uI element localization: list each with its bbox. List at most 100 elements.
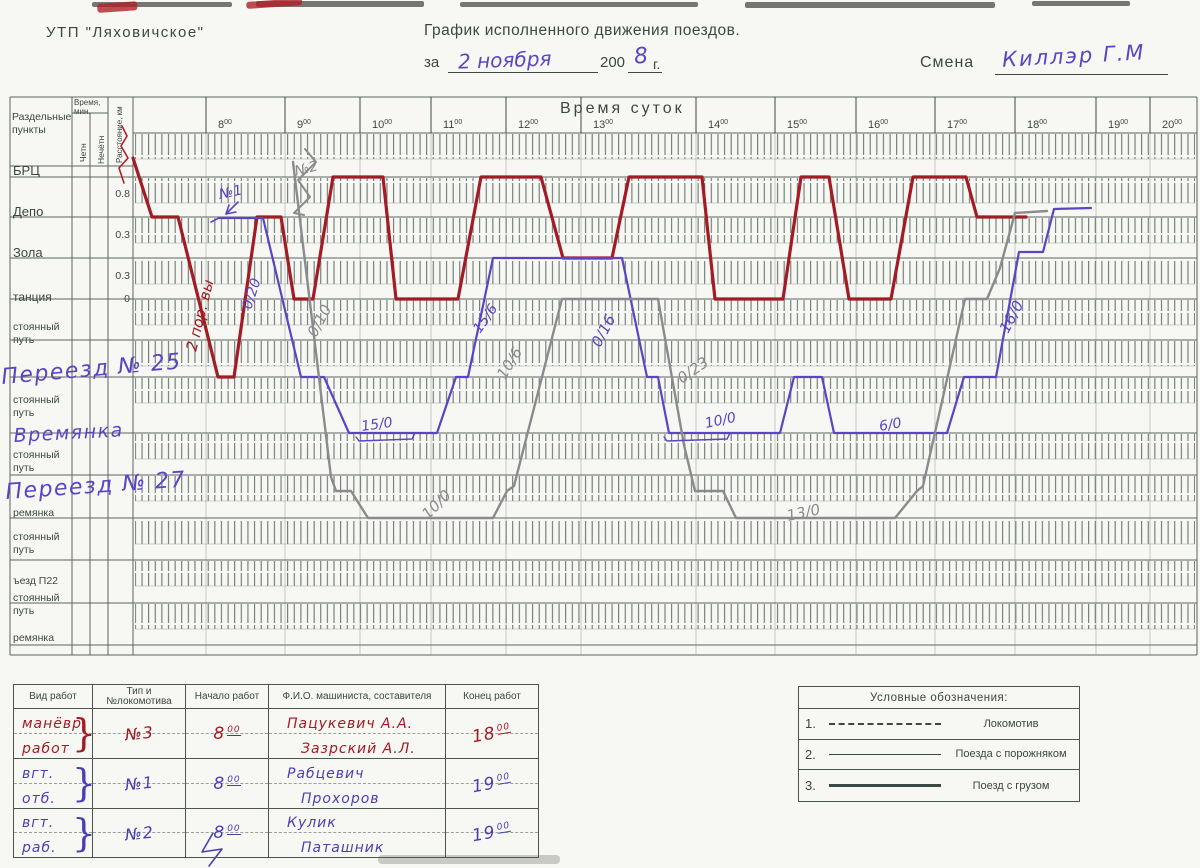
loco-number-cell: №1 [93,759,186,808]
scan-artifact [1032,1,1130,6]
org-title: УТП "Ляховичское" [46,24,205,41]
time-unit-header: Время, [74,98,100,107]
work-kind-cell: вгт. отб.} [14,759,96,808]
tick-band [135,259,1195,284]
station-label: стоянный [13,592,60,604]
hour-label: 1500 [787,119,807,131]
ink-mark [293,148,317,216]
tick-band [135,519,1195,544]
hour-label: 1300 [593,119,613,131]
ink-mark [663,432,731,442]
tick-band [135,178,1195,203]
work-kind-text: отб. [22,791,56,807]
start-time-cell: 8 00 [186,759,269,808]
legend-item-number: 2. [805,746,816,762]
fio-text: Кулик [287,815,337,831]
tick-band [135,218,1195,243]
end-time: 1900 [471,821,512,847]
time-unit-header: мин. [74,107,91,116]
end-time: 1800 [471,721,512,747]
legend-item-label: Локомотив [983,717,1039,730]
hour-label: 1900 [1108,119,1128,131]
fio-text: Прохоров [301,791,380,807]
start-time-cell: 8 00 [186,809,269,857]
loco-number: №2 [123,822,155,844]
hour-label: 1600 [868,119,888,131]
end-time-cell: 1900 [446,759,538,808]
fio-text: Рабцевич [287,765,365,782]
train-line [217,206,1093,435]
legend-item-number: 1. [805,716,816,732]
hour-label: 800 [218,119,232,131]
distance-value: 0.3 [115,229,130,241]
year-suffix: г. [653,56,661,72]
station-label: стоянный [13,449,60,461]
station-label: путь [13,544,35,556]
work-kind-cell: манёвр. работ} [14,709,96,758]
scan-artifact [745,2,995,8]
work-kind-text: манёвр. [22,715,88,732]
work-kind-text: вгт. [22,765,55,782]
page-title: График исполненного движения поездов. [424,22,741,39]
station-label: ъезд П22 [13,575,58,587]
date-prefix: за [424,54,440,71]
shift-underline [995,74,1168,75]
loco-number-cell: №3 [93,709,186,758]
station-label: путь [13,334,35,346]
legend-line-sample-thick [829,784,941,788]
station-label: стоянный [13,321,60,333]
scan-artifact [460,2,698,7]
station-label: Зола [13,245,43,260]
work-kind-cell: вгт. раб.} [14,809,96,857]
train-line [291,160,1049,520]
scan-artifact-red [246,0,303,9]
grid-lines [9,96,1198,656]
hour-label: 1400 [708,119,728,131]
work-table-header-cell: Вид работ [14,685,93,708]
work-kind-text: работ [22,741,70,757]
work-table-row: вгт. отб.} №1 8 00 Рабцевич Прохоров 1900 [14,759,538,809]
work-table-row: вгт. раб.} №2 8 00 Кулик Паташник 1900 [14,809,538,857]
hour-label: 1800 [1027,119,1047,131]
work-table: Вид работ Тип и №локомотива Начало работ Ф.… [13,684,539,858]
fio-cell: Рабцевич Прохоров [269,759,446,808]
legend-item: 3. Поезд с грузом [799,770,1079,801]
fio-text: Зазрский А.Л. [301,741,416,757]
start-time: 8 00 [213,823,241,843]
legend-item-number: 3. [805,778,816,794]
work-kind-text: раб. [22,840,57,856]
work-table-header-cell: Начало работ [186,685,269,708]
hour-label: 1200 [518,119,538,131]
ink-mark [225,204,230,215]
tick-band [135,561,1195,586]
work-table-row: манёвр. работ} №3 8 00 Пацукевич А.А. Зазрский… [14,709,538,759]
station-label: БРЦ [13,163,40,178]
stations-column-header: пункты [12,124,46,136]
fio-text: Паташник [301,840,385,856]
loco-number: №1 [123,772,155,795]
tick-band [135,134,1195,159]
distance-value: 0.3 [115,270,130,282]
date-underline [448,72,598,73]
distance-column-header: Расстояние, км [115,106,124,163]
year-printed: 200 [600,54,626,71]
hour-label: 1000 [372,119,392,131]
chart-annotation: 6/0 [878,415,903,435]
tick-band [135,378,1195,403]
legend-item: 2. Поезда с порожняком [799,740,1079,771]
handwritten-brace: } [71,761,96,805]
station-label: путь [13,407,35,419]
legend-item-label: Поезд с грузом [972,779,1050,792]
tick-band [135,300,1195,325]
shift-label: Смена [920,54,975,71]
legend-item: 1. Локомотив [799,709,1079,740]
work-table-header-cell: Конец работ [463,690,521,702]
tick-band [135,341,1195,366]
even-column-header: Четн [78,143,88,162]
loco-number-cell: №2 [93,809,186,857]
grid-labels: 800 900 1000 1100 1200 1300 1400 1500 1600 1700 18… [12,98,1182,644]
hour-label: 900 [297,119,311,131]
station-label: стоянный [13,394,60,406]
